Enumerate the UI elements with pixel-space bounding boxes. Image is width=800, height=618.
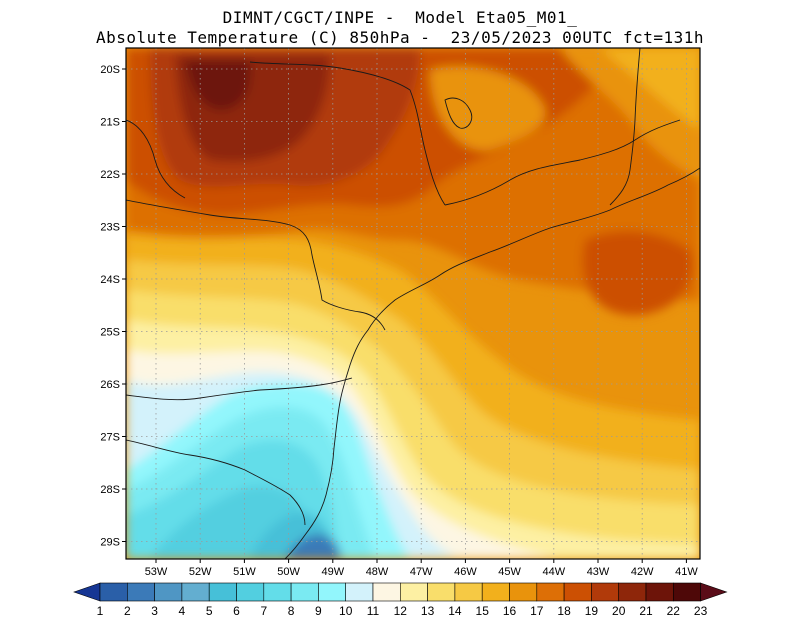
lat-label: 25S [100,327,120,339]
lat-label: 26S [100,379,120,391]
colorbar-swatch [618,582,647,602]
lon-label: 49W [321,566,344,578]
lon-label: 50W [277,566,300,578]
colorbar-swatch [563,582,592,602]
colorbar-label: 20 [612,604,626,618]
colorbar-swatch [672,582,701,602]
colorbar-swatch [99,582,128,602]
colorbar-label: 16 [503,604,517,618]
colorbar-swatch [454,582,483,602]
longitude-labels: 53W 52W 51W 50W 49W 48W 47W 46W 45W 44W 43W 42W 41W [145,559,698,578]
colorbar-label: 1 [97,604,104,618]
state-border-mg-es [609,48,641,206]
colorbar-label: 5 [206,604,213,618]
colorbar-label: 6 [233,604,240,618]
colorbar-label: 13 [421,604,435,618]
colorbar-swatch [509,582,538,602]
colorbar-swatch [208,582,237,602]
colorbar-under-arrow [73,582,101,602]
map-title-line-2: Absolute Temperature (C) 850hPa - 23/05/… [96,28,704,47]
map-gridlines [126,48,700,559]
state-border-sp-pr [126,199,386,331]
state-border-sc-rs [126,439,306,526]
lat-label: 22S [100,169,120,181]
colorbar: 1 2 3 4 5 6 7 8 9 10 11 12 13 14 15 16 17 18 19 20 21 22 23 [73,582,728,618]
lon-label: 53W [145,566,168,578]
lat-label: 20S [100,64,120,76]
colorbar-label: 15 [476,604,490,618]
colorbar-swatch [318,582,346,602]
lon-label: 46W [454,566,477,578]
lat-label: 28S [100,484,120,496]
colorbar-label: 12 [394,604,408,618]
colorbar-label: 23 [694,604,708,618]
map-frame [125,47,701,560]
lon-label: 48W [366,566,389,578]
colorbar-label: 11 [367,604,380,618]
colorbar-swatch [154,582,183,602]
lon-label: 43W [587,566,610,578]
colorbar-label: 14 [448,604,462,618]
lat-label: 24S [100,274,120,286]
reservoir-outline [444,97,473,129]
colorbar-swatch [290,582,319,602]
lon-label: 44W [542,566,565,578]
colorbar-label: 19 [585,604,599,618]
colorbar-swatch [481,582,510,602]
colorbar-swatch [591,582,620,602]
lon-label: 42W [631,566,654,578]
lon-label: 52W [189,566,212,578]
lat-label: 29S [100,537,120,549]
state-border-sp-mg [249,61,446,206]
colorbar-label: 3 [151,604,158,618]
colorbar-label: 2 [124,604,131,618]
colorbar-swatch [536,582,565,602]
lon-label: 41W [675,566,698,578]
latitude-labels: 20S 21S 22S 23S 24S 25S 26S 27S 28S 29S [100,64,126,549]
map-title-line-1: DIMNT/CGCT/INPE - Model Eta05_M01_ [222,8,578,27]
colorbar-label: 22 [667,604,681,618]
colorbar-swatch [263,582,292,602]
colorbar-label: 9 [315,604,322,618]
colorbar-label: 10 [339,604,353,618]
lat-label: 23S [100,222,120,234]
colorbar-swatch [127,582,155,602]
colorbar-swatch [236,582,265,602]
colorbar-label: 17 [530,604,544,618]
colorbar-swatch [372,582,401,602]
colorbar-swatch [399,582,428,602]
state-border-mg-rj [444,119,681,206]
state-border-ms-sp [126,119,186,199]
lon-label: 47W [410,566,433,578]
coastline-and-state-borders [126,48,700,559]
colorbar-label: 8 [288,604,295,618]
temperature-field [126,48,700,559]
colorbar-swatch [181,582,210,602]
lon-label: 51W [233,566,256,578]
colorbar-swatch [645,582,674,602]
colorbar-label: 7 [260,604,267,618]
state-border-pr-sc [126,377,353,401]
lat-label: 27S [100,432,120,444]
colorbar-swatch [345,582,374,602]
colorbar-label: 18 [557,604,571,618]
colorbar-over-arrow [700,582,728,602]
colorbar-swatch [427,582,456,602]
coastline [284,167,700,559]
colorbar-label: 4 [179,604,186,618]
colorbar-label: 21 [639,604,653,618]
lon-label: 45W [498,566,521,578]
lat-label: 21S [100,117,120,129]
